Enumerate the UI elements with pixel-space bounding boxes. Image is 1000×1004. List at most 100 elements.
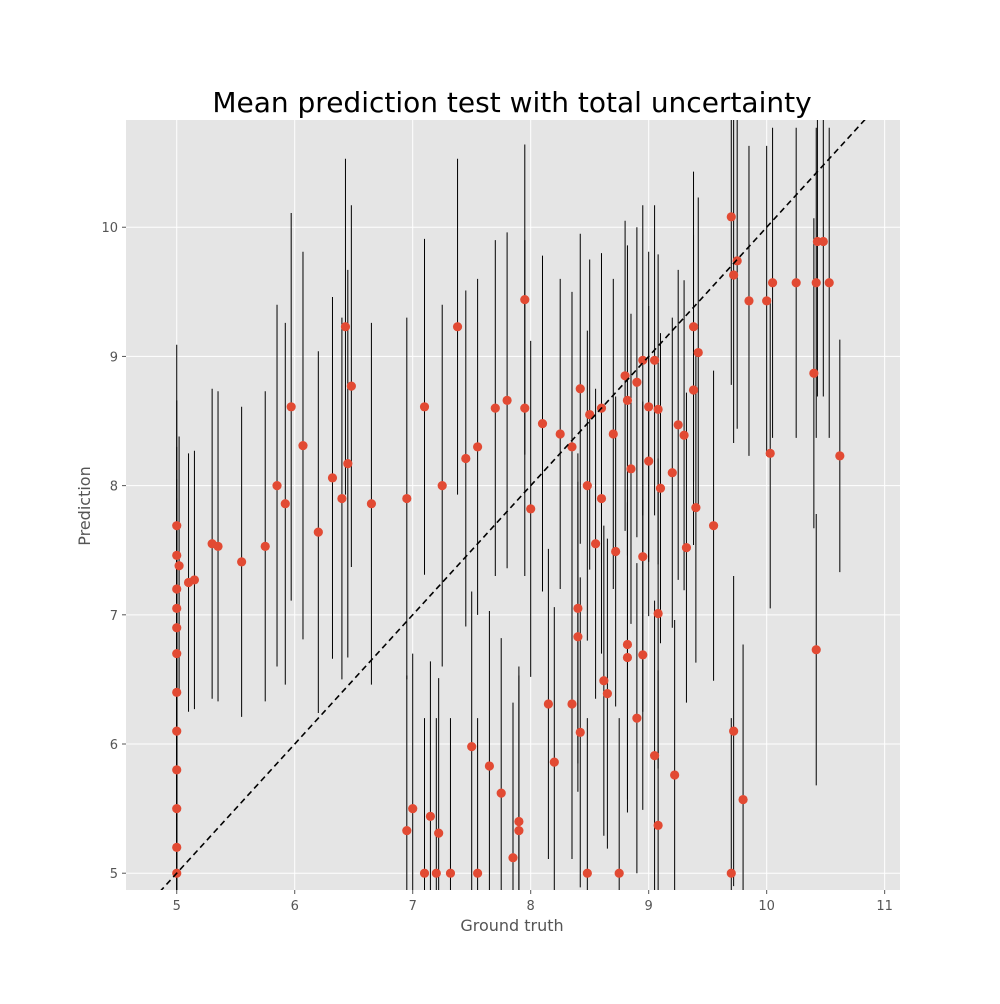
- data-point: [575, 727, 585, 737]
- data-point: [172, 584, 182, 594]
- x-tick-label: 8: [527, 899, 535, 914]
- y-tick-label: 6: [110, 738, 118, 753]
- data-point: [174, 561, 184, 571]
- data-point: [189, 575, 200, 585]
- data-point: [653, 608, 663, 619]
- y-tick-label: 9: [110, 350, 118, 365]
- y-axis-label: Prediction: [75, 466, 94, 545]
- data-point: [467, 741, 477, 752]
- data-point: [726, 868, 736, 878]
- data-point: [726, 212, 736, 222]
- data-point: [762, 296, 772, 306]
- marks: [160, 120, 866, 890]
- data-point: [172, 648, 182, 659]
- data-point: [366, 499, 377, 509]
- data-point: [744, 296, 754, 306]
- data-point: [213, 541, 223, 551]
- x-tick-label: 6: [291, 899, 299, 914]
- data-point: [655, 483, 666, 493]
- x-tick-label: 10: [758, 899, 775, 914]
- data-point: [811, 278, 821, 288]
- data-point: [514, 825, 524, 836]
- data-point: [644, 402, 654, 412]
- y-tick-label: 7: [110, 609, 118, 624]
- data-point: [626, 464, 636, 474]
- chart-title: Mean prediction test with total uncertai…: [212, 86, 811, 119]
- data-point: [738, 794, 748, 805]
- data-point: [688, 385, 699, 395]
- axes: 5 6 7 8 9 10 11 5 6 7 8 9 10: [101, 221, 892, 914]
- data-point: [670, 770, 680, 780]
- data-point: [608, 429, 618, 439]
- data-point: [632, 713, 642, 723]
- data-point: [490, 403, 500, 413]
- y-tick-label: 8: [110, 480, 118, 495]
- data-point: [614, 868, 624, 878]
- data-point: [172, 550, 182, 560]
- data-point: [286, 402, 296, 412]
- data-point: [599, 676, 609, 686]
- data-point: [602, 689, 612, 699]
- data-point: [585, 409, 595, 420]
- data-point: [811, 645, 821, 655]
- data-point: [622, 639, 633, 650]
- data-point: [691, 502, 701, 513]
- data-point: [313, 527, 323, 537]
- plot-area: 5 6 7 8 9 10 11 5 6 7 8 9 10: [101, 120, 900, 914]
- x-tick-label: 9: [645, 899, 653, 914]
- data-point: [679, 430, 689, 440]
- data-point: [644, 456, 654, 466]
- identity-reference-line: [160, 120, 866, 890]
- data-point: [434, 828, 444, 838]
- data-point: [514, 816, 524, 827]
- data-point: [611, 546, 621, 557]
- data-point: [419, 868, 430, 878]
- data-point: [172, 842, 182, 852]
- data-point: [767, 278, 778, 288]
- data-point: [582, 481, 592, 491]
- data-point: [688, 322, 699, 332]
- data-point: [419, 402, 430, 412]
- data-point: [408, 804, 418, 814]
- data-point: [452, 322, 463, 332]
- x-tick-label: 7: [409, 899, 417, 914]
- data-point: [596, 493, 607, 504]
- data-point: [729, 726, 739, 736]
- data-point: [835, 451, 845, 461]
- data-point: [573, 603, 583, 613]
- data-point: [653, 820, 663, 831]
- data-point: [567, 699, 577, 709]
- data-point: [172, 687, 182, 697]
- data-point: [622, 652, 633, 663]
- data-point: [340, 322, 351, 332]
- data-point: [667, 468, 677, 478]
- data-point: [791, 278, 801, 288]
- data-point: [681, 543, 692, 553]
- data-point: [573, 632, 583, 642]
- data-point: [590, 539, 601, 549]
- data-point: [729, 270, 739, 280]
- data-point: [765, 448, 775, 458]
- data-point: [272, 481, 282, 491]
- data-point: [824, 278, 834, 288]
- data-point: [649, 355, 660, 365]
- data-point: [543, 699, 553, 709]
- data-point: [425, 811, 436, 821]
- data-point: [337, 493, 347, 504]
- data-point: [260, 541, 270, 551]
- data-point: [555, 429, 565, 439]
- data-point: [809, 368, 819, 378]
- data-point: [632, 377, 642, 387]
- data-point: [172, 765, 182, 775]
- data-point: [567, 442, 577, 452]
- data-point: [346, 381, 356, 391]
- data-point: [237, 557, 247, 567]
- data-point: [520, 403, 530, 413]
- x-tick-label: 5: [173, 899, 181, 914]
- data-point: [582, 868, 592, 878]
- data-point: [172, 804, 182, 814]
- y-tick-label: 10: [101, 221, 118, 236]
- data-point: [673, 420, 683, 430]
